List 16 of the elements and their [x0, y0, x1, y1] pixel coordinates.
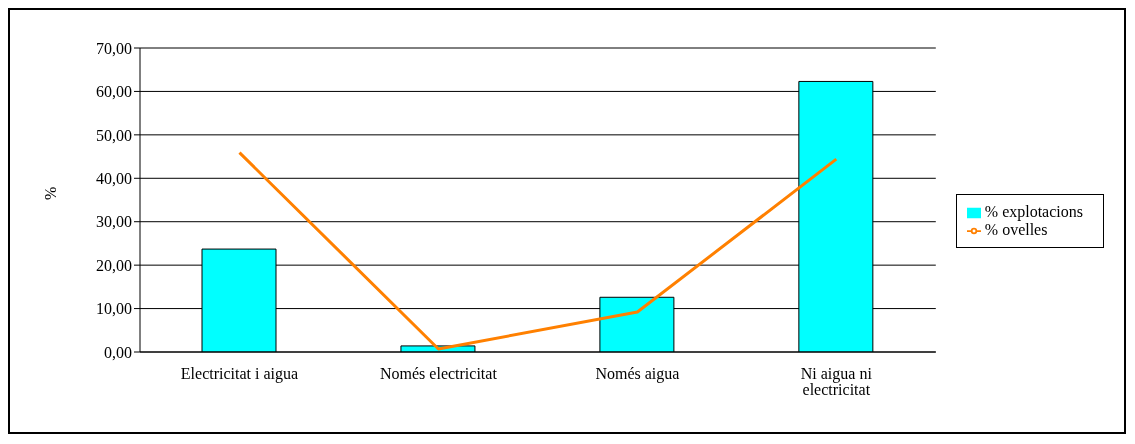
y-tick-label: 30,00 [96, 213, 132, 231]
legend-label: % explotacions [984, 203, 1083, 220]
y-tick-label: 60,00 [96, 83, 132, 101]
y-axis-title: % [41, 186, 59, 200]
x-tick-label: Només electricitat [380, 365, 498, 383]
y-tick-label: 70,00 [96, 39, 132, 57]
legend-label: % ovelles [984, 221, 1048, 238]
x-tick-label: Electricitat i aigua [180, 365, 299, 384]
y-tick-label: 50,00 [96, 126, 132, 144]
y-tick-label: 10,00 [96, 300, 132, 318]
y-tick-label: 20,00 [96, 256, 132, 274]
x-tick-label: Ni aigua ni electricitat [800, 365, 873, 399]
y-tick-label: 0,00 [104, 343, 132, 361]
line-series [237, 151, 838, 351]
y-tick-label: 40,00 [96, 169, 132, 187]
x-tick-label: Només aigua [595, 365, 680, 384]
